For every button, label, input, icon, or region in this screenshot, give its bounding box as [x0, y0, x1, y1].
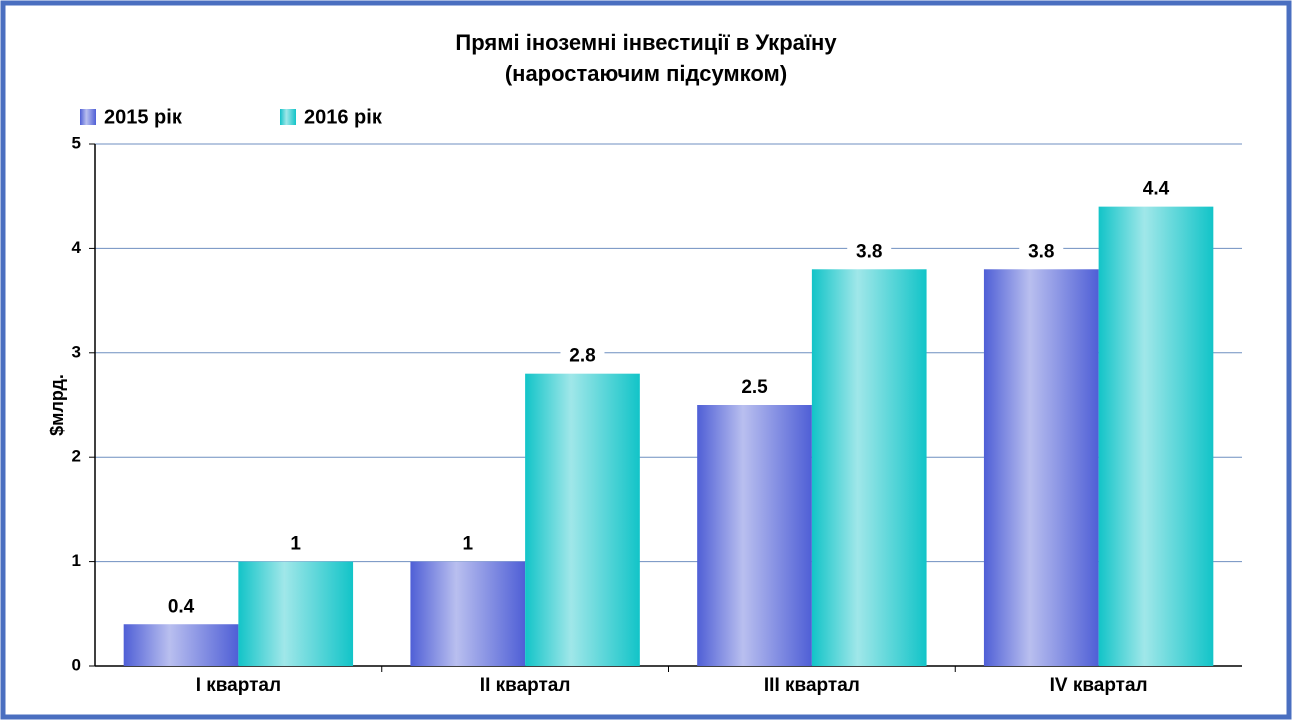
value-label-bg	[732, 375, 777, 399]
legend-swatch	[80, 109, 96, 125]
y-tick-label: 3	[72, 342, 81, 361]
legend-label: 2015 рік	[104, 106, 183, 128]
value-label: 3.8	[1028, 241, 1054, 262]
x-tick-label: III квартал	[764, 675, 860, 696]
value-label-bg	[273, 531, 318, 556]
bar	[811, 269, 927, 666]
bar	[983, 269, 1099, 666]
value-label: 0.4	[168, 596, 195, 617]
legend-swatch	[280, 109, 296, 125]
bar	[238, 561, 354, 666]
y-tick-label: 4	[72, 238, 82, 257]
value-label-bg	[1133, 176, 1178, 201]
value-label: 2.5	[741, 377, 768, 398]
value-label-bg	[1019, 239, 1064, 264]
x-tick-label: II квартал	[480, 675, 571, 696]
value-label-bg	[847, 239, 892, 264]
bar	[1098, 206, 1214, 666]
bar	[410, 561, 526, 666]
y-tick-label: 2	[72, 447, 81, 466]
bar	[123, 624, 239, 666]
legend-label: 2016 рік	[304, 106, 383, 128]
x-tick-label: IV квартал	[1050, 675, 1148, 696]
bar	[697, 405, 812, 666]
x-tick-label: I квартал	[196, 675, 281, 696]
y-tick-label: 1	[72, 551, 81, 570]
chart-title: Прямі іноземні інвестиції в Україну	[455, 30, 837, 55]
bar	[525, 373, 640, 666]
value-label: 3.8	[856, 241, 882, 262]
value-label-bg	[445, 531, 490, 556]
value-label: 1	[462, 534, 473, 555]
value-label: 4.4	[1143, 179, 1170, 200]
value-label: 1	[290, 534, 301, 555]
y-tick-label: 0	[72, 655, 81, 674]
y-axis-label: $млрд.	[47, 374, 67, 436]
y-tick-label: 5	[72, 133, 81, 152]
value-label-bg	[560, 343, 605, 368]
value-label-bg	[159, 594, 204, 619]
value-label: 2.8	[569, 346, 595, 367]
chart-subtitle: (наростаючим підсумком)	[505, 61, 787, 86]
